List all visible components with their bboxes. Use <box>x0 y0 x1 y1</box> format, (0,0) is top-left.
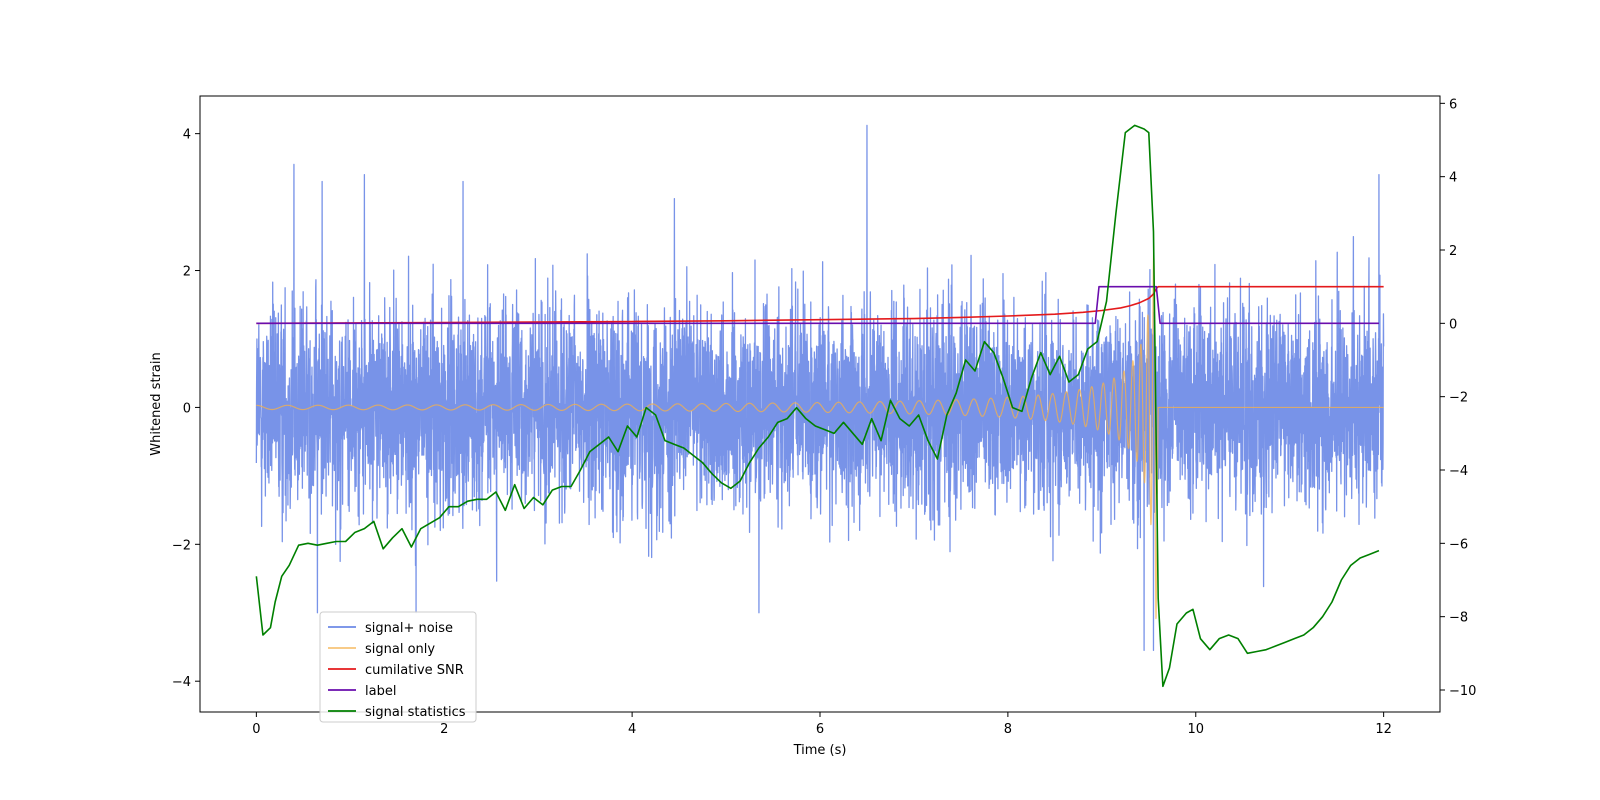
y2-tick-label: 0 <box>1449 317 1457 332</box>
x-tick-label: 10 <box>1187 722 1204 737</box>
legend-entry: cumilative SNR <box>365 663 464 678</box>
y2-tick-label: 4 <box>1449 171 1457 186</box>
y2-tick-label: −2 <box>1449 391 1468 406</box>
legend-entry: signal statistics <box>365 705 466 720</box>
y-tick-label: −4 <box>172 675 191 690</box>
x-axis-label: Time (s) <box>793 743 847 758</box>
label-line <box>256 285 1379 325</box>
signal-statistics-line <box>255 124 1380 688</box>
legend-entry: signal+ noise <box>365 621 453 636</box>
x-tick-label: 2 <box>440 722 448 737</box>
plot-area <box>255 124 1385 688</box>
y-tick-label: 4 <box>183 128 191 143</box>
x-tick-label: 12 <box>1375 722 1392 737</box>
x-tick-label: 6 <box>816 722 824 737</box>
y-tick-label: 2 <box>183 265 191 280</box>
y-axis-label: Whitened strain <box>149 352 164 455</box>
y2-tick-label: 2 <box>1449 244 1457 259</box>
axes: 0 2 4 6 8 10 12 −4 −2 0 2 4 −10 −8 −6 −4 −2 0 2 4 6 <box>172 97 1477 737</box>
y2-tick-label: −6 <box>1449 537 1468 552</box>
y2-tick-label: −8 <box>1449 611 1468 626</box>
legend-box <box>319 611 477 723</box>
signal-plus-noise-line <box>255 124 1385 652</box>
y2-tick-label: −10 <box>1449 684 1476 699</box>
y2-tick-label: 6 <box>1449 97 1457 112</box>
y-tick-label: 0 <box>183 401 191 416</box>
y-tick-label: −2 <box>172 538 191 553</box>
legend: signal+ noise signal only cumilative SNR la… <box>319 611 477 723</box>
y2-tick-label: −4 <box>1449 464 1468 479</box>
legend-entry: label <box>365 684 396 699</box>
signal-only-line <box>255 251 1384 620</box>
x-tick-label: 8 <box>1004 722 1012 737</box>
x-tick-label: 4 <box>628 722 636 737</box>
legend-entry: signal only <box>365 642 435 657</box>
x-tick-label: 0 <box>252 722 260 737</box>
